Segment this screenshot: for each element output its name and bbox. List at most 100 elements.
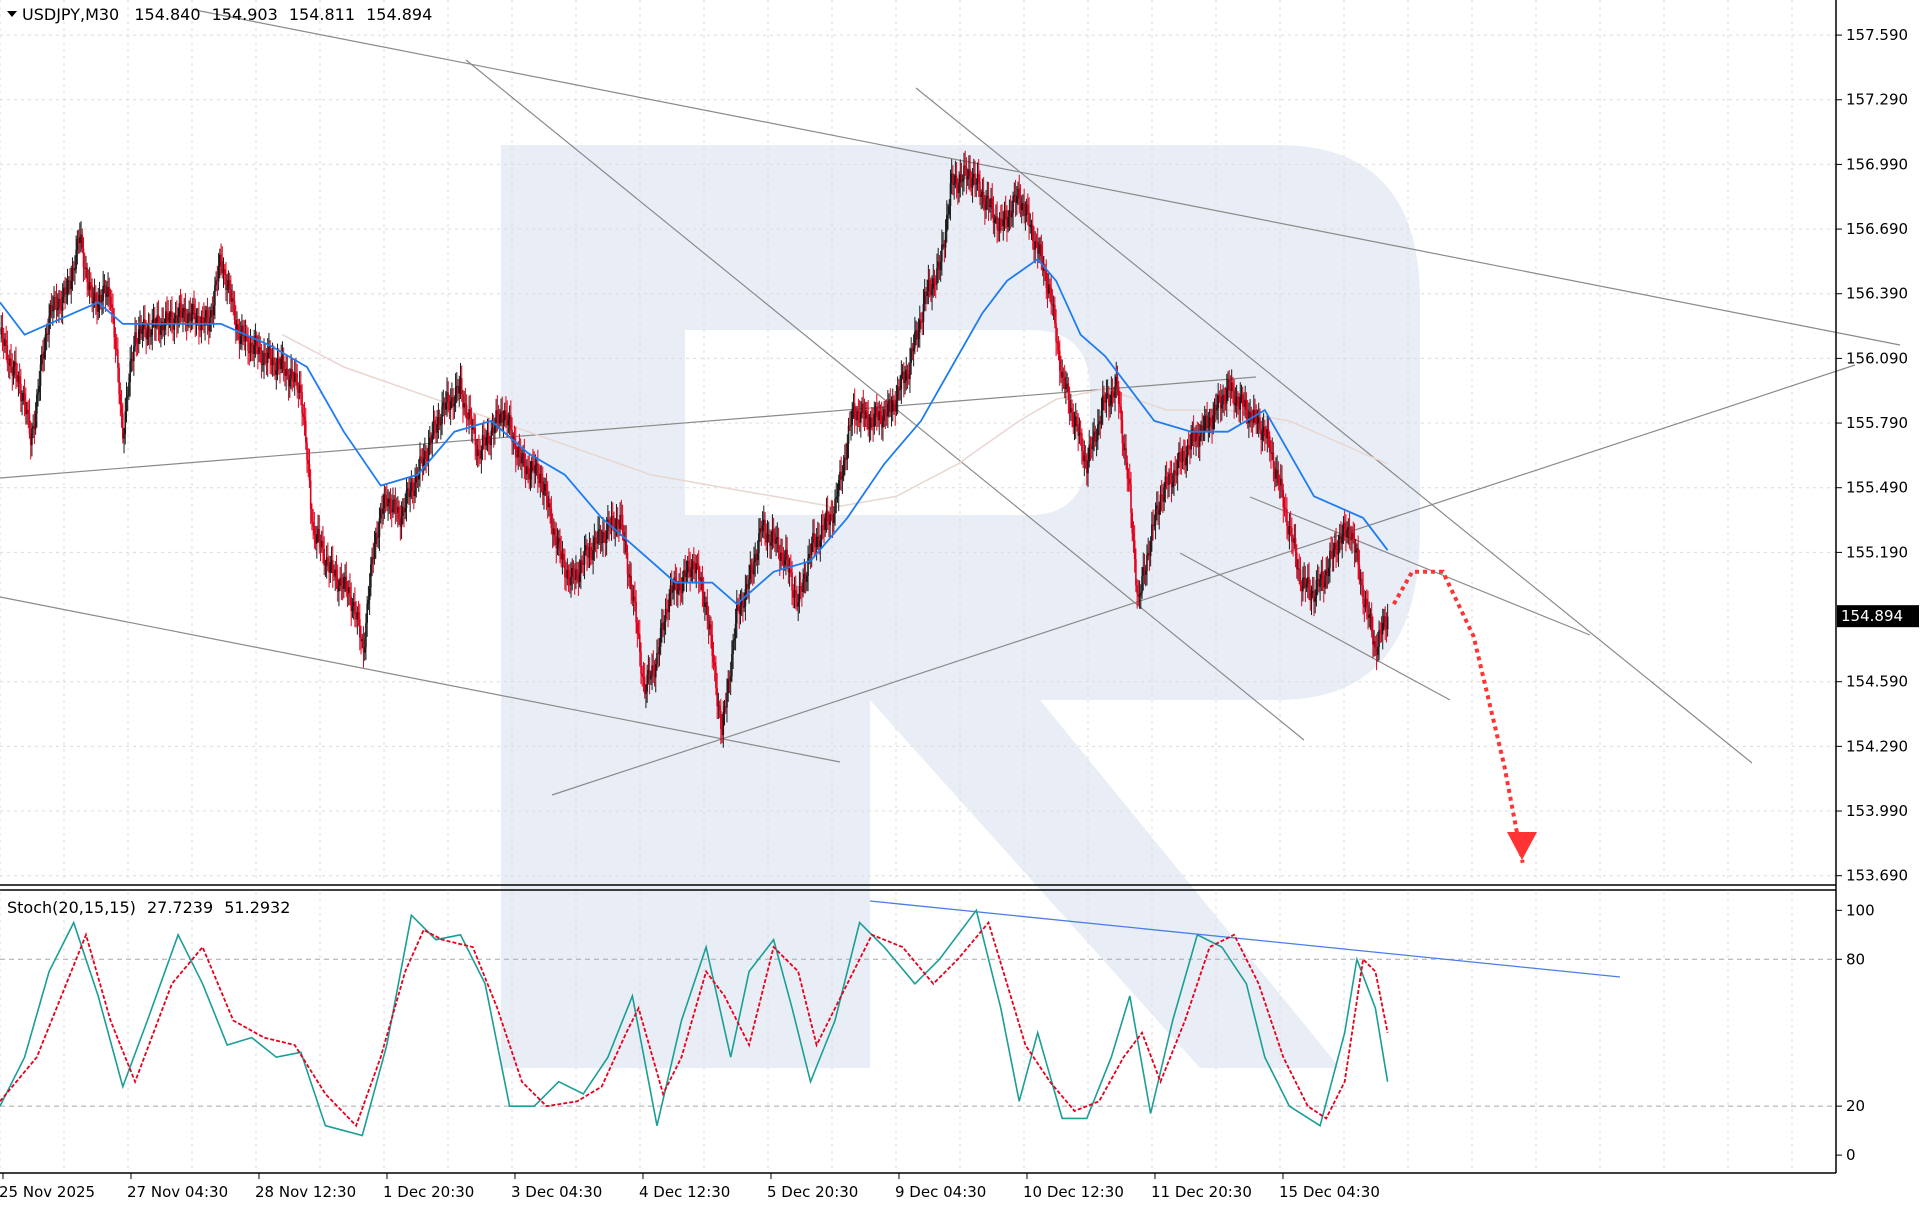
price-tick-label: 156.390 (1846, 285, 1908, 303)
candle-body (276, 358, 279, 371)
candle-body (163, 326, 166, 331)
candle-body (971, 177, 974, 188)
candle-body (211, 310, 214, 316)
candle-body (247, 335, 249, 351)
candle-body (734, 623, 737, 639)
candle-body (1275, 470, 1277, 479)
candle-body (1347, 527, 1350, 530)
candle-body (852, 403, 855, 409)
candle-body (1115, 376, 1118, 386)
candle-body (961, 179, 964, 182)
candle-body (820, 525, 823, 541)
time-tick-label: 15 Dec 04:30 (1279, 1183, 1380, 1201)
candle-body (1201, 425, 1204, 431)
candle-body (830, 514, 833, 516)
candle-body (965, 167, 968, 180)
candle-body (921, 321, 924, 323)
candle-body (1112, 392, 1115, 398)
candle-body (821, 525, 824, 527)
candle-body (1184, 454, 1186, 466)
candle-body (356, 612, 359, 620)
candle-body (1132, 533, 1135, 541)
candle-body (866, 410, 868, 415)
stochastic-tick-label: 80 (1846, 950, 1865, 968)
candle-body (1196, 431, 1199, 438)
candle-body (328, 566, 330, 573)
candle-body (451, 397, 453, 402)
candle-body (1148, 552, 1151, 557)
candle-body (1235, 396, 1238, 403)
candle-body (544, 484, 547, 491)
candle-body (419, 456, 421, 474)
candle-body (681, 577, 684, 594)
candle-body (696, 563, 699, 565)
candle-body (11, 366, 14, 376)
price-tick-label: 154.590 (1846, 673, 1908, 691)
candle-body (1057, 343, 1060, 351)
candle-body (1135, 559, 1137, 586)
candle-body (1352, 532, 1355, 539)
candle-body (300, 385, 302, 392)
candle-body (1321, 571, 1324, 583)
trendlines (0, 9, 1901, 796)
candle-body (871, 417, 873, 423)
candle-body (995, 216, 997, 220)
candle-body (880, 415, 883, 428)
candle-body (437, 417, 440, 425)
candle-body (1365, 598, 1368, 606)
candle-body (777, 537, 780, 553)
candle-body (441, 406, 443, 424)
candle-body (204, 317, 206, 326)
candle-body (270, 359, 273, 366)
candle-body (693, 561, 695, 569)
candle-body (1071, 408, 1073, 413)
candle-body (1237, 396, 1239, 407)
candle-body (958, 182, 960, 194)
candle-body (992, 208, 995, 223)
candle-body (194, 313, 197, 324)
candle-body (233, 300, 236, 321)
candle-body (754, 554, 757, 562)
candle-body (1098, 421, 1100, 425)
candle-body (1291, 527, 1293, 542)
candle-body (803, 573, 806, 580)
candle-body (77, 238, 80, 244)
candle-body (1137, 593, 1140, 597)
candle-body (506, 414, 508, 426)
candle-body (635, 601, 637, 623)
candle-body (841, 476, 844, 480)
candle-body (910, 348, 912, 363)
price-tick-label: 156.090 (1846, 349, 1908, 367)
candle-body (398, 506, 400, 519)
candle-body (393, 499, 395, 501)
candle-body (433, 420, 436, 425)
candle-body (53, 297, 55, 311)
collapse-triangle-icon[interactable] (7, 11, 17, 17)
candle-body (31, 428, 33, 446)
price-tick-label: 153.690 (1846, 867, 1908, 885)
candle-body (44, 334, 47, 352)
candle-body (205, 310, 208, 318)
candle-body (810, 543, 813, 556)
candle-body (650, 675, 652, 680)
candle-body (1282, 489, 1285, 508)
candle-body (1077, 423, 1079, 436)
candle-body (1, 327, 4, 339)
candle-body (1036, 241, 1039, 254)
candle-body (151, 319, 154, 336)
candle-body (1315, 580, 1318, 597)
candle-body (1222, 394, 1224, 405)
candle-body (756, 553, 759, 561)
candle-body (560, 550, 562, 560)
candle-body (934, 283, 937, 285)
candle-body (690, 569, 693, 578)
candle-body (537, 463, 539, 479)
stochastic-tick-label: 100 (1846, 901, 1875, 919)
candle-body (567, 569, 570, 577)
candle-body (1264, 426, 1266, 437)
candle-body (1288, 526, 1291, 535)
candle-body (18, 376, 21, 384)
candle-body (1308, 577, 1310, 590)
candle-body (462, 394, 464, 408)
